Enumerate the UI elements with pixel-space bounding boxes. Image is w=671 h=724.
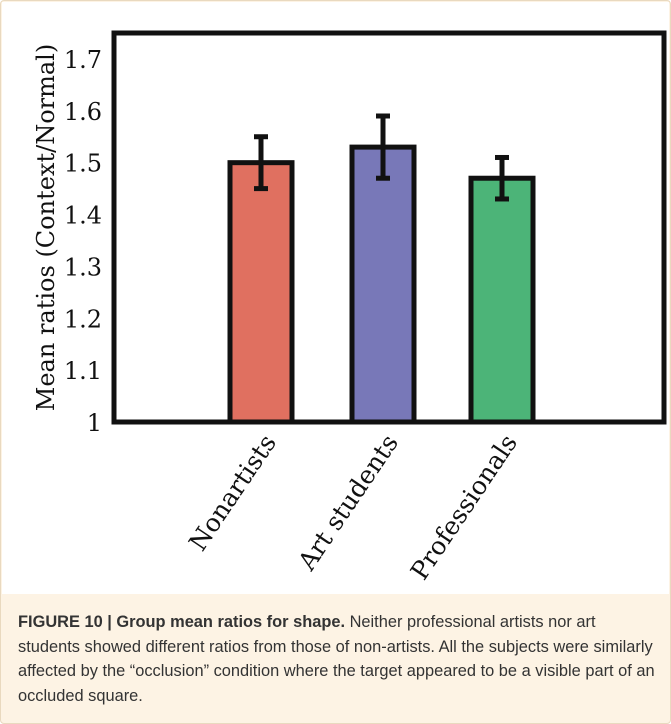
plot-frame: [111, 30, 667, 425]
y-tick-label: 1: [87, 409, 102, 437]
y-tick-label: 1.6: [64, 98, 102, 126]
bar-art-students: [349, 144, 417, 425]
caption-label: FIGURE 10 | Group mean ratios for shape.: [18, 613, 346, 631]
caption-text: Neither professional artists nor art stu…: [18, 613, 655, 705]
y-tick-label: 1.7: [64, 46, 102, 74]
y-tick-label: 1.1: [64, 357, 102, 385]
bar-nonartists: [227, 160, 295, 425]
x-tick-label: Art students: [292, 429, 404, 576]
y-tick-label: 1.5: [64, 150, 102, 178]
figure-caption: FIGURE 10 | Group mean ratios for shape.…: [18, 610, 658, 708]
chart-panel: 1 1.1 1.2 1.3 1.4 1.5 1.6 1.7 Mean ratios (Conte…: [2, 2, 669, 594]
x-tick-label: Professionals: [405, 429, 523, 585]
y-axis-label: Mean ratios (Context/Normal): [32, 44, 60, 411]
y-tick-label: 1.3: [64, 253, 102, 281]
y-tick-label: 1.2: [64, 305, 102, 333]
x-tick-label: Nonartists: [183, 429, 282, 556]
bar-professionals: [468, 175, 536, 425]
y-tick-label: 1.4: [64, 202, 102, 230]
